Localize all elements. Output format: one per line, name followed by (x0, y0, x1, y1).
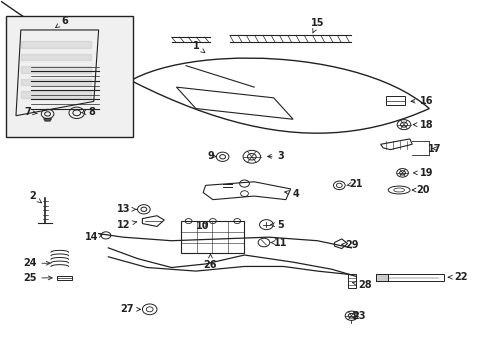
Text: 21: 21 (346, 179, 362, 189)
Text: 14: 14 (84, 232, 102, 242)
Text: 15: 15 (310, 18, 324, 33)
Text: 28: 28 (352, 280, 371, 291)
Bar (181, 221, 244, 253)
Text: 13: 13 (117, 204, 136, 214)
Text: 7: 7 (25, 107, 37, 117)
Bar (347, 274, 356, 288)
Text: 29: 29 (341, 240, 359, 250)
Text: 5: 5 (270, 220, 284, 230)
Bar (375, 274, 387, 281)
Text: 25: 25 (23, 273, 52, 283)
Text: 26: 26 (203, 254, 217, 270)
Text: 22: 22 (447, 272, 467, 282)
Text: 16: 16 (410, 96, 433, 106)
Text: 18: 18 (412, 120, 433, 130)
Text: 17: 17 (427, 144, 441, 154)
Bar (57, 276, 72, 280)
Text: 11: 11 (270, 238, 287, 248)
Text: 9: 9 (206, 151, 216, 161)
Text: 12: 12 (117, 220, 136, 230)
Text: 3: 3 (267, 151, 284, 161)
Text: 2: 2 (30, 191, 41, 203)
Text: 23: 23 (351, 311, 365, 321)
Text: 24: 24 (23, 258, 50, 268)
Bar (6, 16, 132, 137)
Text: 10: 10 (196, 221, 209, 231)
Text: 19: 19 (413, 168, 433, 178)
Text: 1: 1 (192, 41, 204, 53)
Text: 4: 4 (284, 189, 298, 199)
Polygon shape (43, 118, 51, 121)
Bar (385, 96, 404, 105)
Text: 20: 20 (411, 185, 429, 195)
Text: 6: 6 (56, 16, 68, 28)
Text: 8: 8 (81, 107, 95, 117)
Bar (375, 274, 443, 281)
Text: 27: 27 (120, 304, 140, 314)
